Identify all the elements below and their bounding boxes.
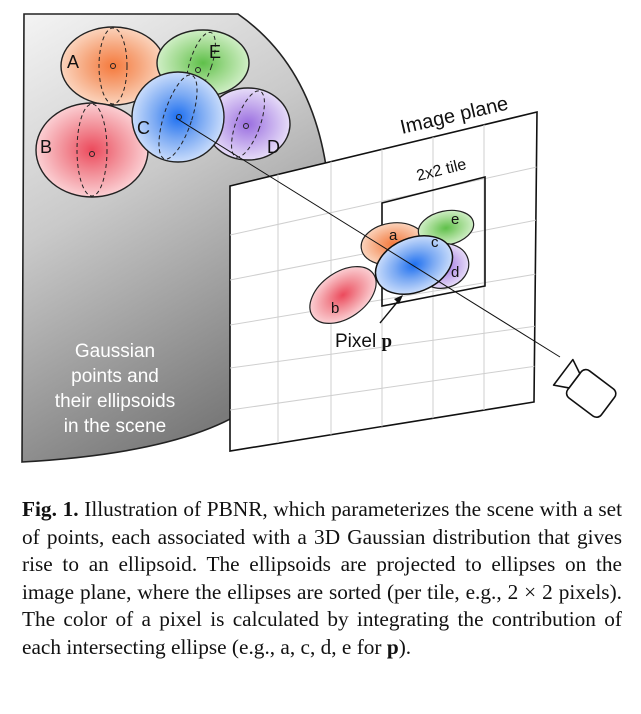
- ellipse-b: [309, 266, 377, 324]
- view-ray: [175, 117, 561, 358]
- ellipsoid-C: [131, 71, 225, 163]
- label-ellipsoid-C: C: [137, 118, 150, 138]
- label-ellipsoid-E: E: [209, 42, 221, 62]
- pixel-arrow: [379, 299, 400, 324]
- scene-label-line-4: in the scene: [64, 416, 166, 437]
- ellipsoid-B: [35, 102, 149, 198]
- figure-caption: Fig. 1. Illustration of PBNR, which para…: [22, 496, 622, 662]
- pixel-label: Pixel p: [335, 331, 392, 352]
- label-ellipsoid-D: D: [267, 137, 280, 157]
- label-ellipsoid-A: A: [67, 52, 79, 72]
- label-ellipse-c: c: [431, 234, 439, 251]
- pbnr-illustration: A E B C D Gaussian points and their elli…: [21, 13, 617, 463]
- label-ellipse-a: a: [389, 227, 398, 244]
- caption-text-end: ).: [398, 634, 412, 659]
- figure-label: Fig. 1.: [22, 497, 79, 521]
- caption-text: Illustration of PBNR, which parameterize…: [22, 497, 623, 659]
- label-ellipse-e: e: [451, 211, 459, 228]
- camera-icon: [552, 358, 617, 419]
- scene-label-line-1: Gaussian: [75, 341, 155, 362]
- label-ellipse-d: d: [451, 264, 459, 281]
- pixel-arrowhead: [394, 295, 403, 304]
- scene-label-line-3: their ellipsoids: [55, 391, 175, 412]
- label-ellipse-b: b: [331, 300, 339, 317]
- ellipse-c: [374, 235, 454, 295]
- caption-pixel-symbol: p: [386, 634, 399, 659]
- label-ellipsoid-B: B: [40, 137, 52, 157]
- ellipsoid-A: [60, 26, 166, 106]
- scene-label-line-2: points and: [71, 366, 159, 387]
